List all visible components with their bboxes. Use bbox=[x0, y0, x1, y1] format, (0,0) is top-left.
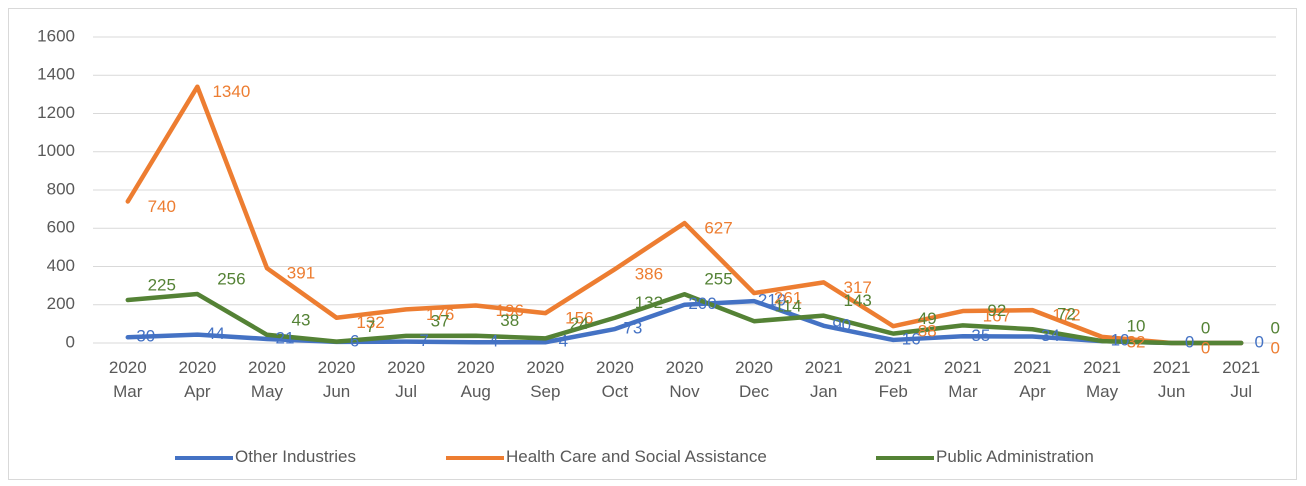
data-label: 49 bbox=[918, 309, 937, 328]
data-label: 132 bbox=[635, 293, 663, 312]
data-label: 256 bbox=[217, 270, 245, 289]
data-label: 132 bbox=[356, 313, 384, 332]
x-tick-label: 2021 Apr bbox=[1013, 358, 1052, 401]
data-label: 0 bbox=[1201, 318, 1210, 337]
data-label: 114 bbox=[775, 297, 802, 316]
data-label: 21 bbox=[276, 328, 295, 347]
data-label: 24 bbox=[570, 314, 589, 333]
x-tick-label: 2020 Jun bbox=[317, 358, 356, 401]
y-tick-label: 200 bbox=[47, 294, 75, 313]
data-label: 317 bbox=[843, 278, 871, 297]
data-label: 30 bbox=[136, 327, 155, 346]
data-label: 92 bbox=[987, 301, 1006, 320]
data-label: 90 bbox=[832, 315, 851, 334]
data-label: 740 bbox=[148, 197, 176, 216]
data-label: 16 bbox=[902, 329, 921, 348]
x-tick-label: 2021 Mar bbox=[943, 358, 982, 401]
x-tick-label: 2020 Sep bbox=[526, 358, 565, 401]
legend-label: Public Administration bbox=[936, 447, 1094, 466]
data-label: 4 bbox=[559, 332, 568, 351]
y-tick-label: 1600 bbox=[37, 26, 75, 45]
data-label: 1340 bbox=[212, 82, 250, 101]
data-label: 386 bbox=[635, 265, 663, 284]
x-tick-label: 2021 Feb bbox=[874, 358, 913, 401]
x-tick-label: 2020 Jul bbox=[387, 358, 426, 401]
x-tick-label: 2020 Oct bbox=[595, 358, 634, 401]
data-label: 0 bbox=[1185, 332, 1194, 351]
x-tick-label: 2020 Apr bbox=[178, 358, 217, 401]
legend-item: Other Industries bbox=[175, 446, 356, 468]
data-label: 35 bbox=[971, 326, 990, 345]
legend-swatch bbox=[175, 455, 233, 460]
legend-swatch bbox=[446, 455, 504, 460]
data-label: 0 bbox=[1254, 332, 1263, 351]
data-label: 4 bbox=[489, 332, 498, 351]
x-tick-label: 2021 Jun bbox=[1152, 358, 1191, 401]
data-label: 167 bbox=[983, 307, 1011, 326]
y-tick-label: 1400 bbox=[37, 65, 75, 84]
y-tick-label: 800 bbox=[47, 179, 75, 198]
data-label: 72 bbox=[1057, 305, 1076, 324]
data-label: 156 bbox=[565, 309, 593, 328]
data-label: 37 bbox=[431, 311, 450, 330]
x-tick-label: 2021 May bbox=[1083, 358, 1121, 401]
data-label: 6 bbox=[350, 331, 359, 350]
data-label: 38 bbox=[500, 311, 519, 330]
data-label: 10 bbox=[1127, 317, 1146, 336]
y-tick-label: 0 bbox=[66, 332, 75, 351]
data-label: 0 bbox=[1201, 338, 1210, 357]
data-label: 0 bbox=[1270, 338, 1279, 357]
data-label: 200 bbox=[688, 294, 716, 313]
data-label: 10 bbox=[1111, 331, 1130, 350]
data-label: 44 bbox=[206, 324, 225, 343]
x-tick-label: 2020 Nov bbox=[665, 358, 704, 401]
data-label: 261 bbox=[774, 289, 802, 308]
data-label: 391 bbox=[287, 264, 315, 283]
data-label: 255 bbox=[704, 270, 732, 289]
series-line bbox=[125, 291, 1244, 346]
y-tick-label: 1200 bbox=[37, 103, 75, 122]
data-label: 88 bbox=[918, 322, 937, 341]
data-label: 143 bbox=[843, 291, 871, 310]
legend-item: Health Care and Social Assistance bbox=[446, 446, 767, 468]
y-tick-label: 1000 bbox=[37, 141, 75, 160]
y-tick-label: 400 bbox=[47, 256, 75, 275]
x-tick-label: 2021 Jul bbox=[1222, 358, 1261, 401]
x-tick-label: 2021 Jan bbox=[804, 358, 843, 401]
data-label: 176 bbox=[426, 305, 454, 324]
x-tick-label: 2020 Aug bbox=[456, 358, 495, 401]
y-tick-label: 600 bbox=[47, 218, 75, 237]
series-line bbox=[125, 84, 1244, 346]
data-label: 627 bbox=[704, 219, 732, 238]
legend-label: Other Industries bbox=[235, 447, 356, 466]
data-label: 7 bbox=[366, 317, 375, 336]
data-label: 225 bbox=[148, 275, 176, 294]
data-label: 196 bbox=[496, 301, 524, 320]
data-label: 7 bbox=[419, 331, 428, 350]
x-tick-label: 2020 May bbox=[248, 358, 286, 401]
data-label: 32 bbox=[1127, 332, 1146, 351]
legend-swatch bbox=[876, 455, 934, 460]
legend-label: Health Care and Social Assistance bbox=[506, 447, 767, 466]
legend-item: Public Administration bbox=[876, 446, 1094, 468]
data-label: 73 bbox=[623, 319, 642, 338]
x-tick-label: 2020 Mar bbox=[108, 358, 147, 401]
data-label: 0 bbox=[1270, 318, 1279, 337]
data-label: 34 bbox=[1041, 326, 1060, 345]
data-label: 43 bbox=[292, 310, 311, 329]
data-label: 219 bbox=[758, 291, 786, 310]
data-label: 172 bbox=[1052, 306, 1080, 325]
x-tick-label: 2020 Dec bbox=[735, 358, 773, 401]
